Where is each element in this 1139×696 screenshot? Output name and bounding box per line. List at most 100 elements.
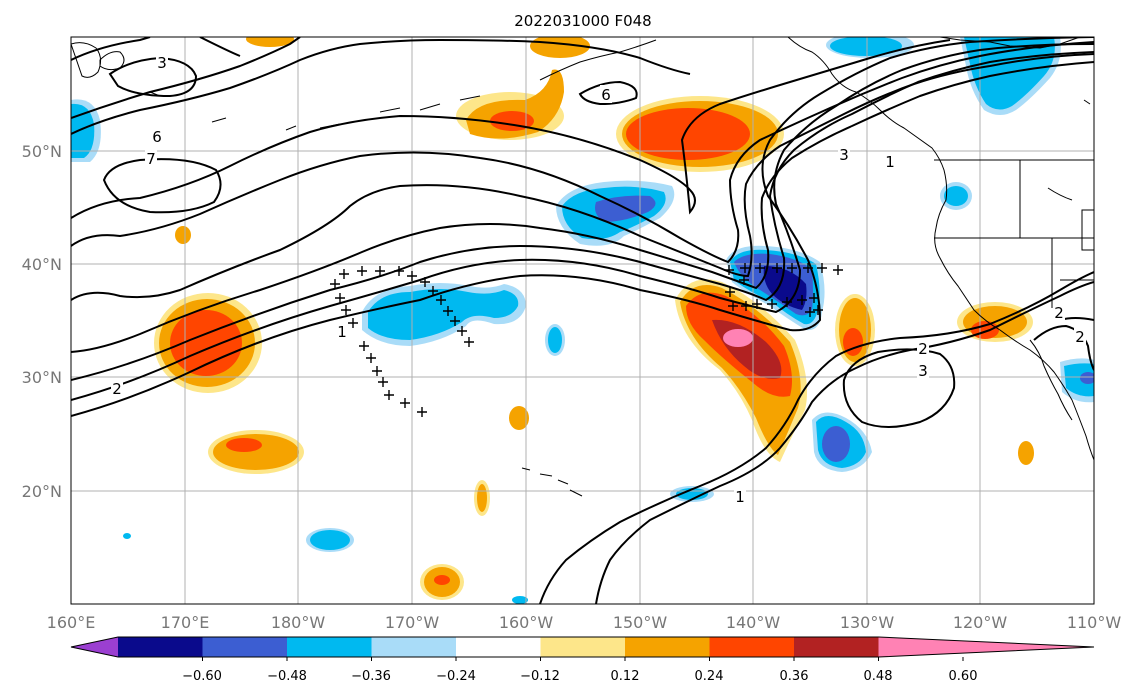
significance-marker <box>809 293 819 303</box>
significance-marker <box>755 263 765 273</box>
figure-title: 2022031000 F048 <box>514 12 651 30</box>
significance-marker <box>372 366 382 376</box>
contour-label: 2 <box>1053 304 1065 322</box>
lat-label: 40°N <box>22 255 62 274</box>
significance-markers <box>330 263 843 417</box>
significance-marker <box>457 326 467 336</box>
significance-marker <box>740 263 750 273</box>
significance-marker <box>787 263 797 273</box>
significance-marker <box>407 271 417 281</box>
significance-marker <box>817 263 827 273</box>
contour-label: 1 <box>734 488 746 506</box>
contour-label: 6 <box>151 128 163 146</box>
lon-label: 160°W <box>499 613 554 632</box>
lon-label: 130°W <box>840 613 895 632</box>
significance-marker <box>443 306 453 316</box>
significance-marker <box>339 269 349 279</box>
lon-label: 110°W <box>1067 613 1122 632</box>
contour-label: 6 <box>600 85 612 104</box>
positive-anomaly-small-south <box>175 226 1034 600</box>
contour-label-text: 1 <box>337 323 347 341</box>
significance-marker <box>725 287 735 297</box>
significance-marker <box>335 293 345 303</box>
lon-label: 160°E <box>47 613 96 632</box>
contour-label: 7 <box>145 150 157 168</box>
significance-marker <box>357 266 367 276</box>
colorbar-segment <box>540 637 626 657</box>
significance-marker <box>464 337 474 347</box>
contour-label: 3 <box>156 54 168 72</box>
contour-label-text: 1 <box>735 488 745 506</box>
significance-marker <box>417 407 427 417</box>
colorbar-segment <box>202 637 288 657</box>
significance-marker <box>833 265 843 275</box>
colorbar-tick-label: −0.24 <box>436 669 476 684</box>
lon-label: 150°W <box>613 613 668 632</box>
contour-label-text: 2 <box>112 380 122 398</box>
contour-label: 1 <box>884 152 896 171</box>
lon-label: 170°W <box>385 613 440 632</box>
lon-label: 120°W <box>953 613 1008 632</box>
significance-marker <box>400 398 410 408</box>
contour-label: 3 <box>838 145 850 164</box>
significance-marker <box>728 301 738 311</box>
colorbar-extend-high <box>878 637 1094 657</box>
negative-anomaly-south-east <box>812 412 872 472</box>
negative-anomaly-central <box>362 283 526 346</box>
colorbar-tick-label: 0.60 <box>949 669 978 684</box>
colorbar <box>70 636 1095 661</box>
contour-label-text: 2 <box>1075 328 1085 346</box>
contour-label-text: 7 <box>146 150 156 168</box>
colorbar-outline <box>70 636 1095 658</box>
significance-marker <box>394 266 404 276</box>
colorbar-tick-label: −0.12 <box>520 669 560 684</box>
colorbar-segment <box>625 637 710 657</box>
significance-marker <box>384 390 394 400</box>
colorbar-tick-label: −0.48 <box>267 669 307 684</box>
colorbar-segment <box>456 637 541 657</box>
lon-label: 140°W <box>726 613 781 632</box>
contour-label: 2 <box>917 340 929 358</box>
negative-anomaly-edges <box>71 99 1094 604</box>
significance-marker <box>420 277 430 287</box>
contour-label: 3 <box>1077 332 1087 350</box>
contour-label-text: 2 <box>918 340 928 358</box>
significance-marker <box>330 279 340 289</box>
lat-label: 30°N <box>22 368 62 387</box>
contour-label-text: 6 <box>601 86 611 104</box>
significance-marker <box>772 263 782 273</box>
contour-label-group: 3 6 7 6 2 1 3 1 2 3 2 1 2 3 <box>111 54 1087 506</box>
contour-label-text: 3 <box>157 54 167 72</box>
contour-label: 3 <box>917 362 929 380</box>
colorbar-segment <box>371 637 457 657</box>
contour-lines <box>71 37 1094 604</box>
longitude-labels: 160°E 170°E 180°W 170°W 160°W 150°W 140°… <box>47 613 1122 632</box>
significance-marker <box>341 305 351 315</box>
lat-label: 20°N <box>22 482 62 501</box>
coastlines <box>71 37 1094 497</box>
significance-marker <box>375 266 385 276</box>
significance-marker <box>767 299 777 309</box>
contour-label: 2 <box>1074 328 1086 346</box>
significance-marker <box>752 299 762 309</box>
significance-marker <box>366 353 376 363</box>
colorbar-segment <box>794 637 879 657</box>
colorbar-segment <box>118 637 203 657</box>
colorbar-tick-label: 0.24 <box>695 669 724 684</box>
contour-label-text: 1 <box>885 153 895 171</box>
significance-marker <box>739 275 749 285</box>
latitude-labels: 20°N 30°N 40°N 50°N <box>22 142 62 501</box>
significance-marker <box>805 307 815 317</box>
significance-marker <box>782 297 792 307</box>
colorbar-tick-label: 0.36 <box>780 669 809 684</box>
colorbar-extend-low <box>71 637 118 657</box>
positive-anomaly-south-west <box>208 430 304 474</box>
significance-marker <box>436 295 446 305</box>
significance-marker <box>428 286 438 296</box>
colorbar-tick-labels: −0.60 −0.48 −0.36 −0.24 −0.12 0.12 0.24 … <box>182 669 977 684</box>
lon-label: 170°E <box>161 613 210 632</box>
lon-label: 180°W <box>271 613 326 632</box>
significance-marker <box>813 305 823 315</box>
significance-marker <box>741 301 751 311</box>
